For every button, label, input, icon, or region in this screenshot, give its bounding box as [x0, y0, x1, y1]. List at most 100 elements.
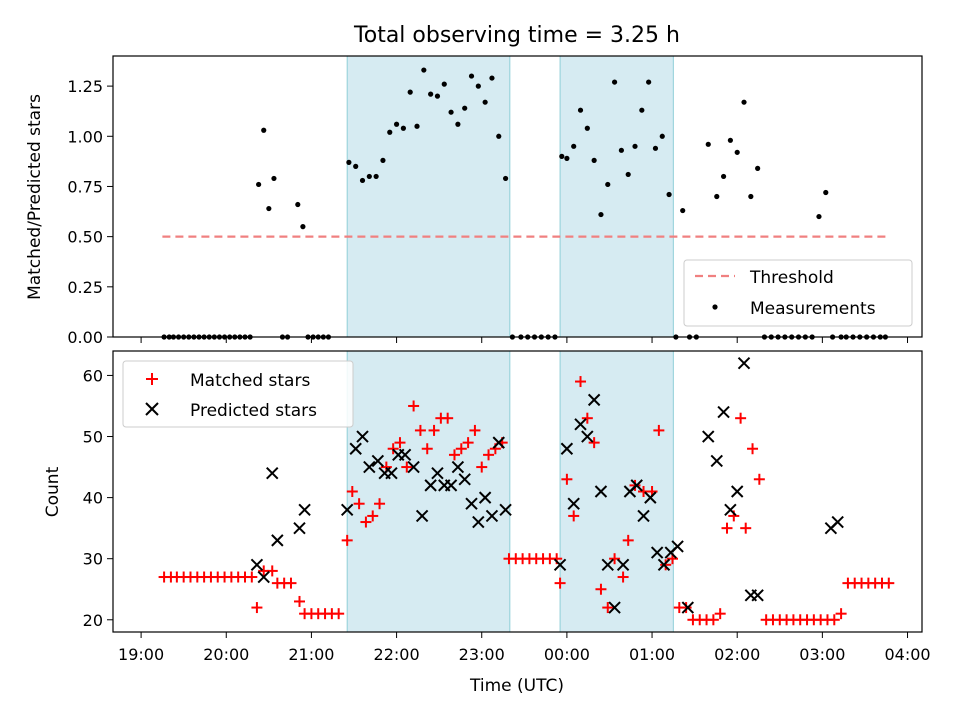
predicted-star-point: [594, 485, 608, 498]
measurement-point: [646, 79, 652, 85]
matched-star-point: [442, 412, 454, 424]
measurement-point: [734, 149, 740, 155]
measurement-point: [496, 133, 502, 139]
matched-star-point: [747, 443, 759, 455]
predicted-star-point: [574, 418, 587, 431]
measurement-point: [346, 159, 352, 165]
measurement-point: [714, 193, 720, 200]
measurement-point: [652, 145, 659, 151]
bottom-axes-frame: [112, 350, 923, 633]
measurement-point: [271, 175, 277, 182]
predicted-star-point: [499, 503, 512, 517]
predicted-star-point: [681, 601, 695, 614]
matched-star-point: [346, 486, 358, 497]
matched-star-point: [828, 614, 840, 626]
measurement-point: [366, 173, 372, 180]
predicted-star-point: [492, 436, 505, 449]
predicted-star-point: [751, 589, 764, 602]
matched-star-point: [285, 577, 297, 589]
predicted-star-point: [465, 497, 478, 510]
measurement-point: [256, 181, 262, 188]
x-tick-label: 20:00: [203, 645, 249, 664]
predicted-star-point: [444, 479, 458, 492]
measurement-point: [502, 175, 509, 182]
top-y-ticks: 0.00 0.25 0.50 0.75 1.00 1.25: [67, 77, 113, 347]
measurement-point: [591, 157, 597, 163]
matched-star-point: [251, 602, 263, 614]
x-tick-label: 02:00: [714, 645, 760, 664]
measurement-point: [639, 107, 645, 113]
matched-star-point: [394, 437, 406, 449]
predicted-star-point: [257, 570, 270, 584]
matched-star-point: [653, 424, 665, 436]
predicted-star-point: [702, 430, 715, 443]
matched-star-point: [469, 424, 481, 436]
matched-star-point: [360, 516, 372, 528]
measurement-point: [625, 171, 631, 178]
predicted-star-point: [616, 558, 630, 572]
measurement-point: [300, 224, 306, 230]
predicted-star-point: [657, 558, 671, 572]
predicted-star-point: [717, 405, 730, 419]
matched-star-point: [629, 479, 641, 491]
predicted-star-point: [650, 546, 664, 559]
predicted-star-point: [630, 479, 643, 492]
shaded-interval: [559, 55, 674, 338]
measurement-point: [816, 213, 822, 220]
measurement-point: [441, 81, 447, 87]
measurement-point: [632, 143, 638, 149]
matched-star-point: [740, 522, 752, 534]
legend-matched-label: Matched stars: [190, 371, 310, 391]
y-tick-label: 30: [83, 550, 103, 569]
predicted-star-point: [731, 485, 744, 498]
measurement-point: [448, 109, 454, 115]
predicted-star-point: [737, 357, 751, 370]
predicted-star-point: [431, 466, 444, 480]
y-tick-label: 20: [83, 611, 103, 630]
bottom-panel: 20 30 40 50 60 19:00 20:00 21:00 22:00 23:00 00:0…: [43, 350, 931, 696]
predicted-star-point: [567, 497, 580, 510]
predicted-star-point: [356, 430, 369, 443]
matched-star-point: [568, 510, 580, 522]
matched-star-point: [374, 498, 386, 510]
matched-star-point: [448, 449, 460, 461]
predicted-star-point: [424, 479, 437, 492]
matched-star-point: [333, 608, 345, 620]
measurement-point: [475, 83, 481, 89]
matched-star-point: [622, 534, 634, 546]
matched-star-point: [883, 577, 895, 589]
predicted-star-point: [363, 460, 376, 474]
measurement-point: [468, 73, 475, 79]
predicted-star-point: [293, 521, 306, 535]
predicted-star-point: [340, 503, 354, 517]
matched-star-point: [680, 602, 692, 614]
predicted-star-point: [581, 430, 594, 443]
predicted-star-point: [298, 503, 311, 517]
matched-star-point: [707, 614, 719, 626]
x-tick-label: 03:00: [799, 645, 845, 664]
matched-star-point: [341, 534, 353, 546]
y-tick-label: 0.75: [67, 177, 103, 196]
measurement-point: [400, 125, 406, 131]
matched-star-point: [414, 424, 426, 436]
y-tick-label: 1.25: [67, 77, 103, 96]
predicted-star-point: [553, 558, 567, 572]
measurement-point: [564, 155, 570, 161]
predicted-star-point: [671, 540, 684, 553]
measurement-point: [407, 89, 413, 95]
matched-star-point: [353, 498, 365, 510]
measurement-point: [659, 133, 665, 139]
matched-star-point: [428, 424, 440, 436]
top-legend: Threshold Measurements: [683, 259, 913, 327]
measurement-point: [755, 165, 761, 171]
matched-star-point: [455, 443, 467, 455]
matched-star-point: [660, 559, 672, 571]
predicted-star-point: [608, 601, 621, 614]
y-tick-label: 1.00: [67, 127, 103, 146]
x-tick-label: 04:00: [884, 645, 930, 664]
predicted-star-point: [724, 503, 737, 517]
predicted-stars-series: [250, 357, 844, 614]
matched-star-point: [588, 437, 600, 449]
matched-star-point: [735, 412, 747, 424]
measurement-point: [680, 207, 686, 214]
